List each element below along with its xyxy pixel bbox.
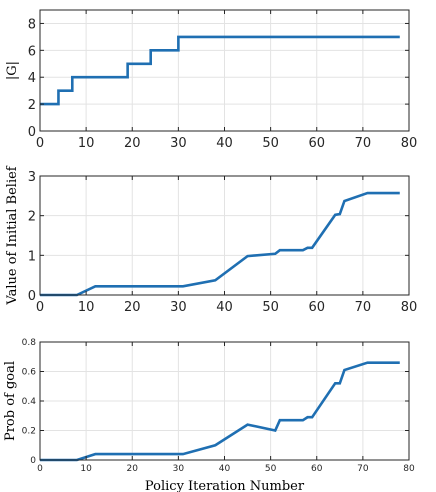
x-tick-label: 0 — [36, 136, 44, 151]
x-tick-label: 30 — [170, 300, 187, 315]
x-tick-label: 30 — [173, 464, 185, 474]
x-tick-label: 50 — [265, 464, 277, 474]
y-tick-label: 0.8 — [22, 338, 37, 348]
x-tick-label: 70 — [357, 464, 369, 474]
y-tick-label: 4 — [28, 71, 36, 86]
x-tick-label: 0 — [37, 464, 43, 474]
y-tick-label: 1 — [28, 249, 36, 264]
y-tick-label: 0.6 — [22, 368, 37, 378]
y-axis-label: Prob of goal — [3, 361, 18, 441]
series-line — [40, 35, 400, 106]
x-tick-label: 80 — [401, 300, 418, 315]
y-tick-label: 8 — [28, 17, 36, 32]
x-tick-label: 60 — [311, 464, 323, 474]
x-tick-label: 20 — [124, 300, 141, 315]
y-axis-label: |G| — [5, 61, 20, 80]
x-tick-label: 20 — [124, 136, 141, 151]
x-tick-label: 70 — [355, 136, 372, 151]
x-tick-label: 80 — [401, 136, 418, 151]
x-tick-label: 30 — [170, 136, 187, 151]
x-tick-label: 60 — [308, 136, 325, 151]
y-tick-label: 0 — [28, 289, 36, 304]
y-tick-label: 0.4 — [22, 397, 37, 407]
y-tick-label: 6 — [28, 44, 36, 59]
y-tick-label: 3 — [28, 170, 36, 185]
panel-3: 0 10 20 30 40 50 60 70 80 0 0.2 0.4 0.6 0.8 Prob of go… — [3, 338, 415, 492]
series-line — [40, 361, 400, 462]
x-tick-label: 0 — [36, 300, 44, 315]
x-axis-label: Policy Iteration Number — [145, 479, 305, 492]
x-tick-label: 20 — [127, 464, 139, 474]
x-tick-label: 40 — [216, 136, 233, 151]
panel-2: 0 10 20 30 40 50 60 70 80 0 1 2 3 Value of Initial Be… — [5, 165, 417, 315]
y-axis-label: Value of Initial Belief — [5, 165, 20, 305]
y-tick-label: 0.2 — [22, 427, 36, 437]
x-tick-label: 50 — [262, 136, 279, 151]
x-tick-label: 80 — [403, 464, 415, 474]
x-tick-label: 10 — [80, 464, 92, 474]
x-tick-label: 70 — [355, 300, 372, 315]
x-tick-label: 40 — [219, 464, 231, 474]
y-tick-label: 2 — [28, 98, 36, 113]
x-tick-label: 50 — [262, 300, 279, 315]
y-tick-label: 0 — [30, 456, 36, 466]
series-line — [40, 191, 400, 297]
x-tick-label: 10 — [78, 136, 95, 151]
x-tick-label: 10 — [78, 300, 95, 315]
y-tick-label: 0 — [28, 125, 36, 140]
x-tick-label: 40 — [216, 300, 233, 315]
panel-1: 0 10 20 30 40 50 60 70 80 0 2 4 6 8 |G| — [5, 9, 418, 151]
x-tick-label: 60 — [308, 300, 325, 315]
y-tick-label: 2 — [28, 210, 36, 225]
